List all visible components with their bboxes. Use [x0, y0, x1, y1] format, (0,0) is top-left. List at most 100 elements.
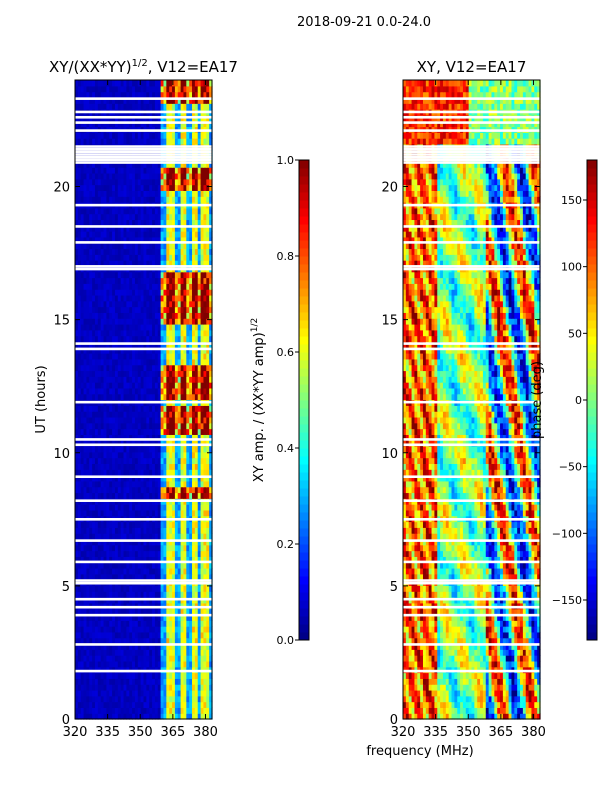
amplitude-cell: [152, 527, 156, 534]
amplitude-cell: [149, 277, 153, 284]
amplitude-cell: [123, 457, 127, 464]
amplitude-cell: [92, 591, 96, 598]
amplitude-cell: [75, 643, 79, 650]
amplitude-cell: [140, 573, 145, 581]
amplitude-cell: [126, 660, 130, 668]
amplitude-cell: [152, 393, 156, 401]
amplitude-cell: [86, 207, 90, 215]
amplitude-cell: [97, 312, 102, 319]
amplitude-cell: [183, 550, 187, 557]
amplitude-cell: [112, 370, 116, 377]
amplitude-cell: [160, 248, 165, 255]
amplitude-cell: [163, 492, 167, 499]
amplitude-cell: [169, 544, 173, 552]
amplitude-cell: [194, 213, 199, 221]
amplitude-cell: [89, 626, 93, 633]
amplitude-cell: [137, 451, 142, 459]
amplitude-cell: [77, 422, 82, 430]
amplitude-cell: [77, 649, 82, 656]
amplitude-cell: [103, 567, 107, 575]
amplitude-cell: [174, 620, 179, 627]
amplitude-cell: [152, 382, 156, 389]
amplitude-cell: [206, 445, 210, 453]
amplitude-cell: [132, 509, 136, 517]
amplitude-cell: [197, 573, 202, 581]
amplitude-cell: [92, 573, 96, 581]
amplitude-cell: [106, 167, 110, 174]
amplitude-cell: [200, 207, 205, 215]
amplitude-cell: [132, 132, 136, 139]
amplitude-cell: [169, 213, 173, 221]
amplitude-cell: [194, 585, 199, 592]
amplitude-cell: [114, 451, 119, 459]
amplitude-cell: [120, 637, 125, 645]
amplitude-cell: [209, 172, 213, 180]
amplitude-cell: [186, 416, 190, 424]
amplitude-cell: [194, 562, 199, 569]
amplitude-cell: [169, 190, 173, 197]
amplitude-cell: [89, 248, 93, 255]
amplitude-cell: [157, 225, 162, 232]
amplitude-cell: [112, 172, 116, 180]
amplitude-cell: [109, 655, 113, 662]
amplitude-cell: [177, 626, 182, 633]
amplitude-cell: [129, 521, 133, 528]
amplitude-cell: [137, 689, 142, 697]
amplitude-cell: [129, 480, 133, 488]
amplitude-cell: [112, 440, 116, 447]
amplitude-cell: [103, 283, 107, 290]
amplitude-cell: [203, 637, 207, 645]
figure-title: 2018-09-21 0.0-24.0: [297, 15, 431, 30]
amplitude-cell: [203, 323, 207, 331]
amplitude-cell: [132, 480, 136, 488]
amplitude-cell: [89, 184, 93, 191]
amplitude-cell: [152, 364, 156, 372]
amplitude-cell: [75, 312, 79, 319]
amplitude-cell: [114, 445, 119, 453]
amplitude-cell: [77, 138, 82, 145]
amplitude-cell: [112, 283, 116, 290]
amplitude-cell: [183, 567, 187, 575]
amplitude-cell: [109, 527, 113, 534]
amplitude-cell: [169, 631, 173, 639]
amplitude-cell: [132, 329, 136, 337]
amplitude-cell: [146, 713, 150, 720]
amplitude-cell: [114, 631, 119, 639]
amplitude-cell: [143, 416, 147, 424]
amplitude-cell: [106, 254, 110, 261]
amplitude-cell: [163, 289, 167, 296]
amplitude-cell: [154, 219, 159, 226]
amplitude-cell: [112, 393, 116, 401]
amplitude-cell: [126, 271, 130, 279]
amplitude-cell: [157, 277, 162, 284]
amplitude-cell: [183, 475, 187, 482]
amplitude-cell: [92, 347, 96, 354]
amplitude-cell: [160, 428, 165, 435]
amplitude-cell: [140, 138, 145, 145]
amplitude-cell: [134, 655, 139, 662]
amplitude-cell: [160, 329, 165, 337]
amplitude-cell: [83, 254, 88, 261]
amplitude-cell: [192, 475, 196, 482]
amplitude-cell: [169, 678, 173, 685]
amplitude-cell: [149, 556, 153, 563]
amplitude-cell: [172, 492, 176, 499]
amplitude-cell: [197, 672, 202, 679]
amplitude-cell: [123, 306, 127, 313]
amplitude-cell: [89, 672, 93, 679]
amplitude-cell: [114, 614, 119, 621]
amplitude-cell: [140, 585, 145, 592]
amplitude-cell: [183, 684, 187, 691]
amplitude-cell: [106, 306, 110, 313]
amplitude-cell: [206, 335, 210, 343]
amplitude-cell: [100, 684, 105, 691]
amplitude-cell: [112, 469, 116, 476]
amplitude-cell: [132, 242, 136, 250]
amplitude-cell: [186, 562, 190, 569]
amplitude-cell: [163, 411, 167, 418]
amplitude-cell: [97, 445, 102, 453]
amplitude-cell: [192, 614, 196, 621]
amplitude-cell: [129, 643, 133, 650]
amplitude-cell: [109, 492, 113, 499]
